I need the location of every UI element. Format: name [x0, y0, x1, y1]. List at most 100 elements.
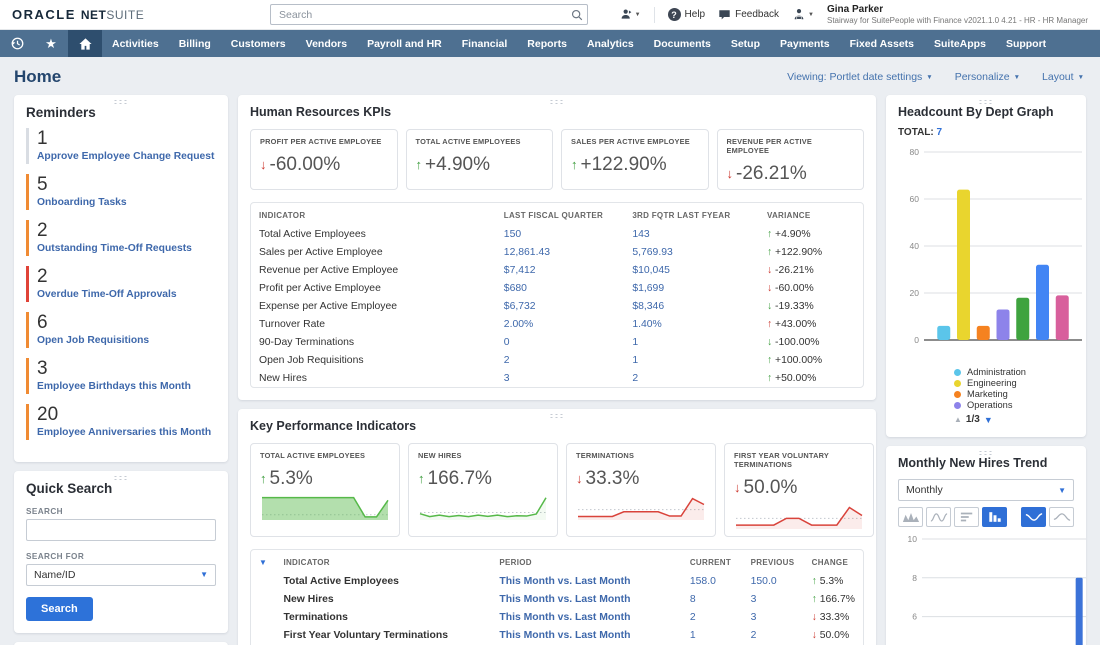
drilldown-link[interactable]: $680	[504, 283, 527, 294]
kpi-tile[interactable]: TERMINATIONS↓33.3%	[566, 443, 716, 537]
drilldown-link[interactable]: 158.0	[690, 576, 716, 587]
recent-records-clock-icon[interactable]	[0, 30, 34, 57]
home-nav-icon[interactable]	[68, 30, 102, 57]
reminder-link[interactable]: Onboarding Tasks	[37, 197, 216, 208]
drilldown-link[interactable]: 3	[751, 612, 757, 623]
nav-item-payroll-and-hr[interactable]: Payroll and HR	[357, 30, 452, 57]
drilldown-link[interactable]: 1.40%	[632, 319, 661, 330]
table-row[interactable]: TerminationsThis Month vs. Last Month23↓…	[251, 608, 863, 626]
drilldown-link[interactable]: 150.0	[751, 576, 777, 587]
legend-item[interactable]: Marketing	[954, 389, 1074, 399]
period-link[interactable]: This Month vs. Last Month	[499, 630, 630, 641]
reminder-item[interactable]: 1Approve Employee Change Request	[26, 128, 216, 164]
help-button[interactable]: ? Help	[668, 8, 706, 21]
reminder-item[interactable]: 5Onboarding Tasks	[26, 174, 216, 210]
nav-item-setup[interactable]: Setup	[721, 30, 770, 57]
reminder-item[interactable]: 6Open Job Requisitions	[26, 312, 216, 348]
new-hires-bar[interactable]	[1076, 578, 1083, 645]
kpi-tile[interactable]: REVENUE PER ACTIVE EMPLOYEE↓-26.21%	[717, 129, 865, 190]
nav-item-vendors[interactable]: Vendors	[296, 30, 357, 57]
search-for-select[interactable]: Name/ID ▼	[26, 564, 216, 586]
trend-period-select[interactable]: Monthly ▼	[898, 479, 1074, 501]
drilldown-link[interactable]: 3	[751, 594, 757, 605]
kpi-tile[interactable]: TOTAL ACTIVE EMPLOYEES↑+4.90%	[406, 129, 554, 190]
headcount-total-value[interactable]: 7	[937, 127, 943, 138]
headcount-bar-chart[interactable]: 020406080	[898, 138, 1088, 360]
nav-item-payments[interactable]: Payments	[770, 30, 840, 57]
legend-item[interactable]: Operations	[954, 400, 1074, 410]
new-hires-bar-chart[interactable]: 246810	[898, 533, 1090, 645]
kpi-tile[interactable]: FIRST YEAR VOLUNTARY TERMINATIONS↓50.0%	[724, 443, 874, 537]
search-icon[interactable]	[567, 9, 587, 21]
kpi-tile[interactable]: TOTAL ACTIVE EMPLOYEES↑5.3%	[250, 443, 400, 537]
pager-up-icon[interactable]: ▲	[954, 415, 962, 424]
drilldown-link[interactable]: $7,412	[504, 265, 536, 276]
headcount-bar[interactable]	[1056, 295, 1069, 340]
nav-item-customers[interactable]: Customers	[221, 30, 296, 57]
drilldown-link[interactable]: $1,699	[632, 283, 664, 294]
period-link[interactable]: This Month vs. Last Month	[499, 576, 630, 587]
period-link[interactable]: This Month vs. Last Month	[499, 612, 630, 623]
trend-on-icon[interactable]	[1021, 507, 1046, 527]
personalize-dropdown[interactable]: Personalize▼	[955, 71, 1020, 83]
headcount-bar[interactable]	[977, 326, 990, 340]
user-avatar[interactable]: ▼	[792, 8, 814, 21]
quick-search-button[interactable]: Search	[26, 597, 93, 621]
list-view-icon[interactable]	[954, 507, 979, 527]
feedback-button[interactable]: Feedback	[718, 9, 779, 21]
layout-dropdown[interactable]: Layout▼	[1042, 71, 1084, 83]
netsuite-logo[interactable]: ORACLE NETSUITE	[12, 6, 144, 24]
table-row[interactable]: First Year Voluntary TerminationsThis Mo…	[251, 626, 863, 644]
global-search-input[interactable]	[271, 9, 567, 21]
nav-item-documents[interactable]: Documents	[644, 30, 721, 57]
user-menu[interactable]: Gina Parker Stairway for SuitePeople wit…	[827, 4, 1088, 25]
period-link[interactable]: This Month vs. Last Month	[499, 594, 630, 605]
reminder-item[interactable]: 20Employee Anniversaries this Month	[26, 404, 216, 440]
table-row[interactable]: Revenue per Active Employee$7,412$10,045…	[251, 261, 863, 279]
nav-item-activities[interactable]: Activities	[102, 30, 169, 57]
drilldown-link[interactable]: 3	[504, 373, 510, 384]
table-row[interactable]: 90-Day Terminations01↓ -100.00%	[251, 333, 863, 351]
reminder-item[interactable]: 3Employee Birthdays this Month	[26, 358, 216, 394]
nav-item-analytics[interactable]: Analytics	[577, 30, 644, 57]
expand-caret-icon[interactable]: ▼	[259, 558, 267, 567]
portlet-drag-handle[interactable]	[113, 99, 129, 105]
headcount-bar[interactable]	[997, 309, 1010, 340]
quick-search-input[interactable]	[26, 519, 216, 541]
reminder-link[interactable]: Outstanding Time-Off Requests	[37, 243, 216, 254]
line-chart-icon[interactable]	[926, 507, 951, 527]
table-row[interactable]: New Hires32↑ +50.00%	[251, 369, 863, 387]
legend-item[interactable]: Administration	[954, 367, 1074, 377]
drilldown-link[interactable]: 150	[504, 229, 521, 240]
drilldown-link[interactable]: 2	[632, 373, 638, 384]
drilldown-link[interactable]: 12,861.43	[504, 247, 550, 258]
bar-chart-icon[interactable]	[982, 507, 1007, 527]
kpi-tile[interactable]: NEW HIRES↑166.7%	[408, 443, 558, 537]
reminder-item[interactable]: 2Outstanding Time-Off Requests	[26, 220, 216, 256]
table-row[interactable]: Total Active Employees150143↑ +4.90%	[251, 225, 863, 243]
area-chart-icon[interactable]	[898, 507, 923, 527]
headcount-bar[interactable]	[1016, 298, 1029, 340]
reminder-link[interactable]: Open Job Requisitions	[37, 335, 216, 346]
headcount-bar[interactable]	[937, 326, 950, 340]
portlet-drag-handle[interactable]	[978, 99, 994, 105]
drilldown-link[interactable]: 2.00%	[504, 319, 533, 330]
kpi-tile[interactable]: SALES PER ACTIVE EMPLOYEE↑+122.90%	[561, 129, 709, 190]
reminder-link[interactable]: Approve Employee Change Request	[37, 151, 216, 162]
shortcuts-star-icon[interactable]: ★	[34, 30, 68, 57]
pager-down-icon[interactable]: ▼	[984, 415, 993, 425]
portlet-drag-handle[interactable]	[549, 99, 565, 105]
headcount-bar[interactable]	[1036, 265, 1049, 340]
drilldown-link[interactable]: $8,346	[632, 301, 664, 312]
drilldown-link[interactable]: 5,769.93	[632, 247, 672, 258]
drilldown-link[interactable]: 1	[690, 630, 696, 641]
drilldown-link[interactable]: $6,732	[504, 301, 536, 312]
table-row[interactable]: Expense per Active Employee$6,732$8,346↓…	[251, 297, 863, 315]
switch-role-icon[interactable]: ▼	[620, 8, 641, 21]
nav-item-support[interactable]: Support	[996, 30, 1056, 57]
table-row[interactable]: Open Job Requisitions21↑ +100.00%	[251, 351, 863, 369]
drilldown-link[interactable]: 1	[632, 355, 638, 366]
portlet-drag-handle[interactable]	[113, 475, 129, 481]
nav-item-fixed-assets[interactable]: Fixed Assets	[840, 30, 924, 57]
nav-item-reports[interactable]: Reports	[517, 30, 577, 57]
